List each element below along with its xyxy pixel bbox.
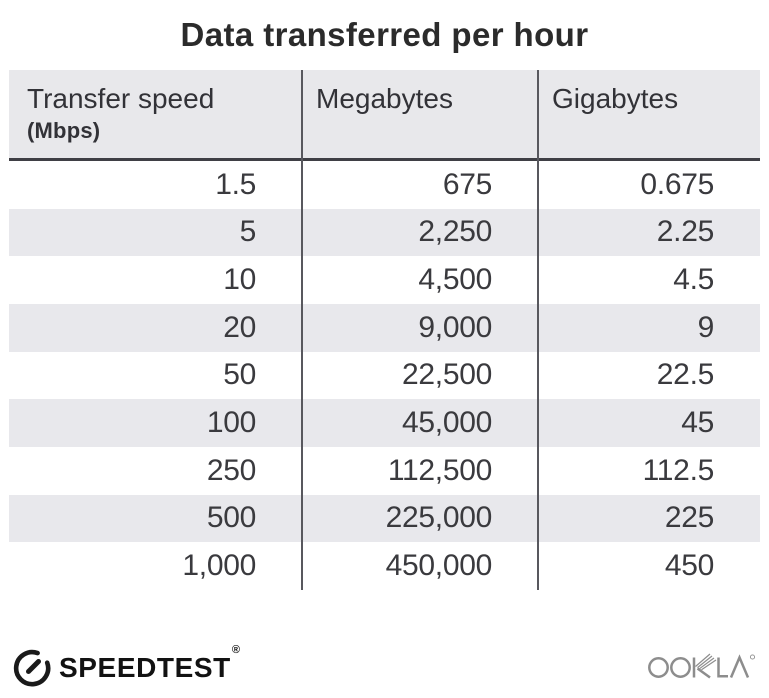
table-row: 5 2,250 2.25 [9, 208, 760, 257]
cell-megabytes: 450,000 [385, 549, 493, 583]
cell-gigabytes: 4.5 [673, 263, 714, 297]
table-row: 250 112,500 112.5 [9, 447, 760, 495]
cell-gigabytes: 2.25 [656, 215, 715, 249]
column-divider-2 [537, 70, 539, 590]
cell-transfer-speed: 5 [239, 215, 257, 249]
col-header-gigabytes: Gigabytes [552, 83, 679, 114]
table-row: 1.5 675 0.675 [9, 161, 760, 209]
cell-transfer-speed: 1,000 [182, 549, 256, 583]
cell-gigabytes: 112.5 [642, 453, 715, 487]
speedtest-registered-mark: ® [231, 644, 241, 656]
table-row: 10 4,500 4.5 [9, 256, 760, 304]
ookla-wordmark-icon [648, 649, 758, 685]
cell-transfer-speed: 250 [206, 453, 256, 487]
col-header-transfer-speed: Transfer speed (Mbps) [9, 70, 302, 158]
col-header-transfer-speed-label: Transfer speed [27, 83, 215, 114]
col-header-mbps-unit: (Mbps) [27, 118, 101, 144]
cell-gigabytes: 22.5 [656, 358, 715, 392]
speedtest-logo: SPEEDTEST® [12, 645, 240, 688]
ookla-logo [648, 649, 758, 685]
cell-megabytes: 112,500 [387, 453, 492, 487]
cell-transfer-speed: 50 [223, 358, 256, 392]
page-title: Data transferred per hour [180, 16, 589, 53]
cell-megabytes: 45,000 [402, 406, 492, 440]
cell-transfer-speed: 10 [223, 263, 256, 297]
cell-gigabytes: 225 [664, 501, 714, 535]
table-row: 20 9,000 9 [9, 303, 760, 352]
column-divider-1 [301, 70, 303, 590]
cell-gigabytes: 9 [697, 310, 715, 344]
cell-megabytes: 675 [442, 167, 492, 201]
table-header-row: Transfer speed (Mbps) Megabytes Gigabyte… [9, 70, 760, 161]
speedometer-gauge-icon [12, 648, 52, 688]
speedtest-wordmark: SPEEDTEST® [59, 645, 240, 683]
cell-gigabytes: 45 [681, 406, 714, 440]
table-row: 100 45,000 45 [9, 399, 760, 447]
cell-megabytes: 4,500 [418, 263, 492, 297]
table-row: 1,000 450,000 450 [9, 542, 760, 590]
cell-megabytes: 2,250 [418, 215, 492, 249]
cell-megabytes: 22,500 [402, 358, 492, 392]
cell-transfer-speed: 20 [223, 310, 256, 344]
cell-megabytes: 225,000 [385, 501, 493, 535]
table-row: 50 22,500 22.5 [9, 352, 760, 400]
speedtest-label: SPEEDTEST [59, 652, 231, 683]
cell-gigabytes: 450 [664, 549, 714, 583]
col-header-megabytes: Megabytes [316, 83, 453, 114]
cell-gigabytes: 0.675 [640, 167, 714, 201]
cell-megabytes: 9,000 [418, 310, 492, 344]
table-row: 500 225,000 225 [9, 494, 760, 543]
cell-transfer-speed: 500 [206, 501, 256, 535]
data-table: Transfer speed (Mbps) Megabytes Gigabyte… [9, 70, 760, 590]
table-body: 1.5 675 0.675 5 2,250 2.25 10 4,500 4.5 … [9, 161, 760, 590]
cell-transfer-speed: 100 [206, 406, 256, 440]
cell-transfer-speed: 1.5 [215, 167, 256, 201]
